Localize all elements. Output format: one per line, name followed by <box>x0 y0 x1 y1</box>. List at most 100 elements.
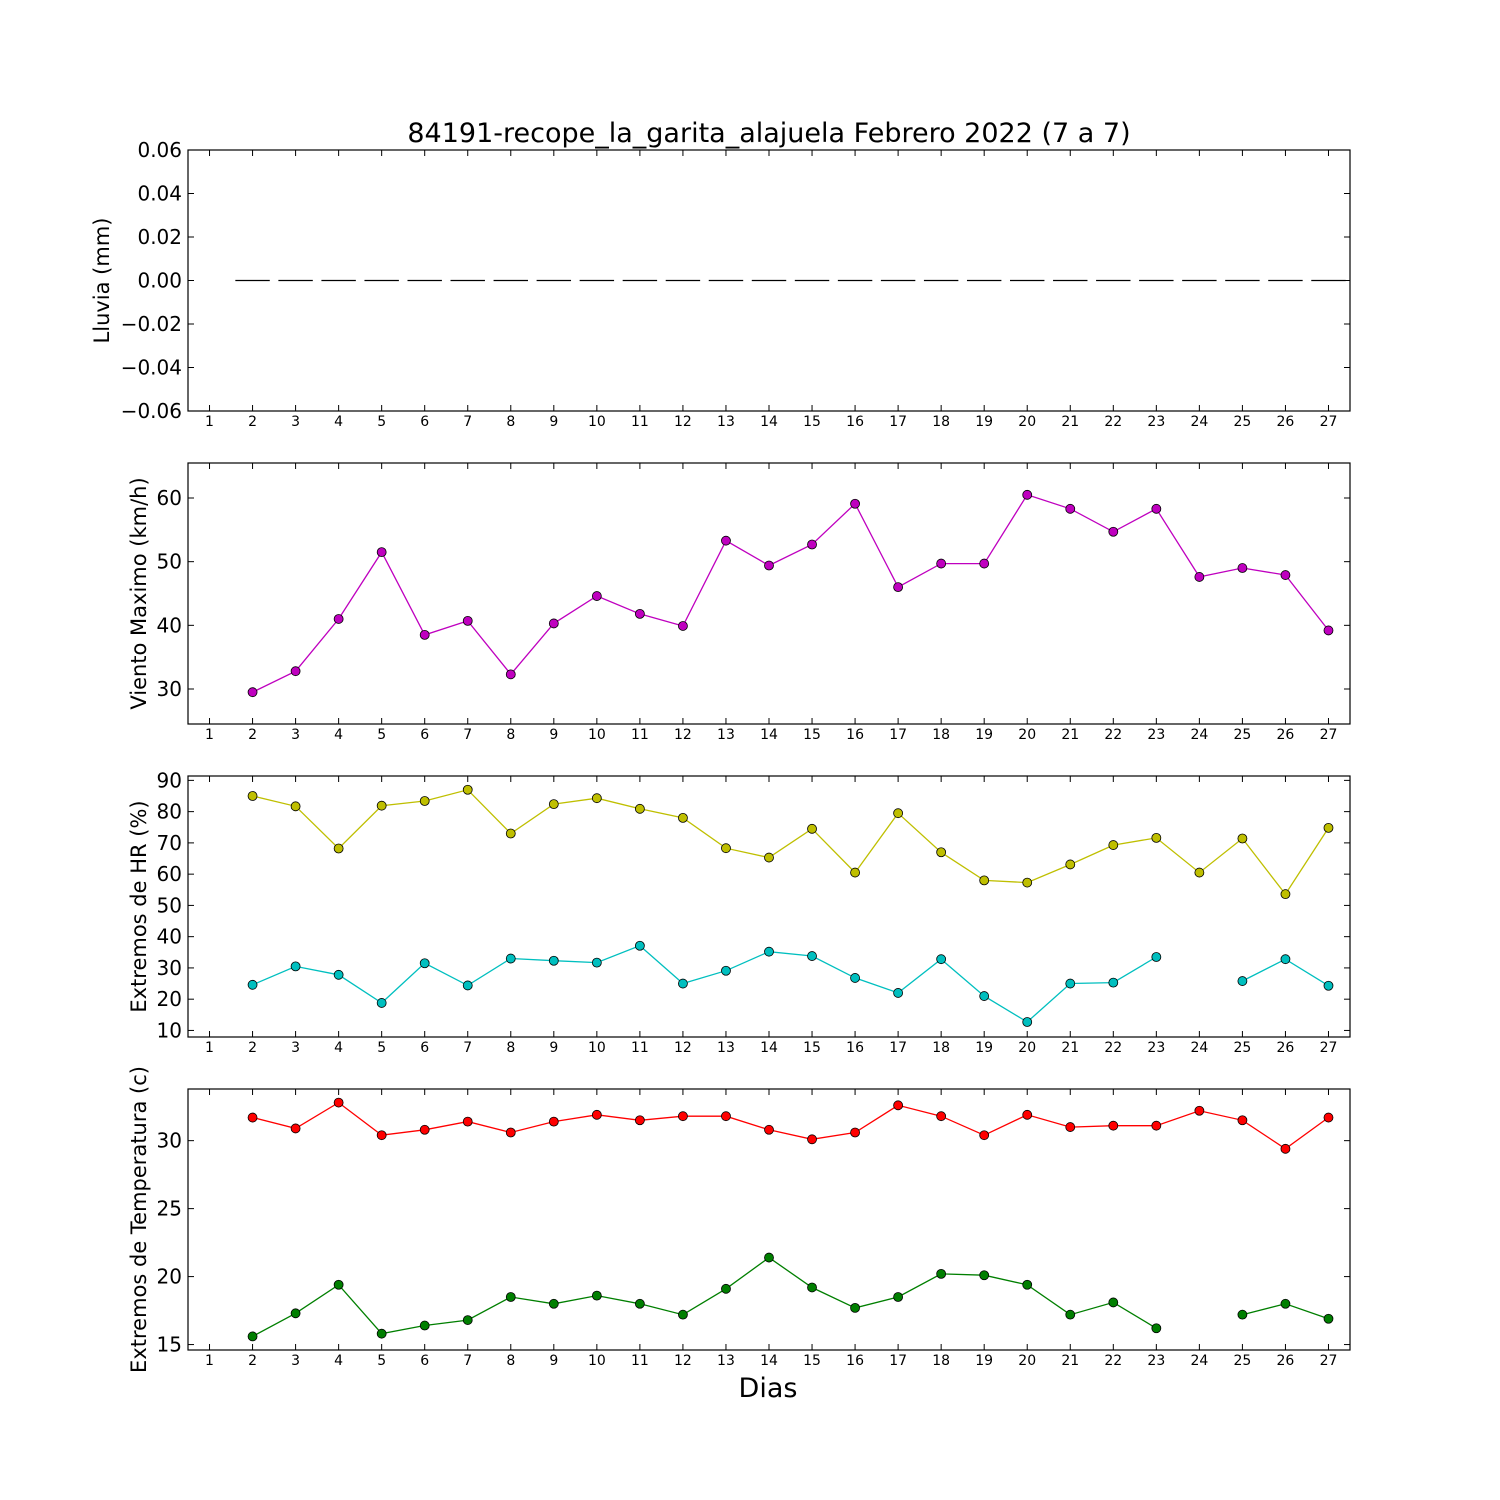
point-2 <box>247 1331 258 1342</box>
point-15 <box>807 951 817 961</box>
x-tick-label: 13 <box>717 1353 735 1369</box>
point-18 <box>936 1111 947 1122</box>
point-15 <box>807 823 817 834</box>
point-13 <box>721 535 731 546</box>
x-tick-label: 26 <box>1277 1353 1295 1369</box>
point-9 <box>548 799 559 810</box>
x-tick-label: 16 <box>846 1040 864 1056</box>
point-7 <box>462 1315 473 1325</box>
y-tick-label: 0.04 <box>137 182 182 206</box>
x-tick-label: 10 <box>588 1353 606 1369</box>
y-tick-label: 50 <box>157 893 182 917</box>
point-26 <box>1280 1298 1291 1309</box>
point-20 <box>1022 1109 1033 1120</box>
y-tick-label: 0.02 <box>137 225 182 249</box>
x-tick-label: 17 <box>889 414 907 430</box>
x-tick-label: 27 <box>1320 1353 1338 1369</box>
y-tick-label: 90 <box>157 768 182 792</box>
x-tick-label: 27 <box>1320 1040 1338 1056</box>
x-tick-label: 4 <box>334 414 343 430</box>
x-tick-label: 4 <box>334 1353 343 1369</box>
point-13 <box>721 965 731 976</box>
x-tick-label: 14 <box>760 414 778 430</box>
point-27 <box>1323 1112 1334 1123</box>
x-tick-label: 27 <box>1320 414 1338 430</box>
x-tick-label: 1 <box>205 1353 214 1369</box>
point-7 <box>462 1116 473 1127</box>
point-21 <box>1065 1309 1076 1320</box>
point-16 <box>850 1302 860 1313</box>
x-tick-label: 26 <box>1277 414 1295 430</box>
point-16 <box>850 973 860 983</box>
x-tick-label: 23 <box>1147 727 1165 743</box>
y-tick-label: −0.02 <box>121 312 182 336</box>
point-11 <box>634 803 645 814</box>
y-tick-label: 0.06 <box>137 138 182 162</box>
series-line <box>252 789 1330 896</box>
point-15 <box>807 539 817 550</box>
point-19 <box>979 558 990 569</box>
y-tick-label: 30 <box>157 677 182 701</box>
point-26 <box>1280 1143 1291 1154</box>
x-tick-label: 2 <box>248 1353 257 1369</box>
point-6 <box>419 629 430 640</box>
panel-lluvia: 0.060.040.020.00−0.02−0.04−0.06 1 2 3 4 5 6 7 8 9… <box>90 138 1351 430</box>
x-tick-label: 9 <box>549 727 558 743</box>
point-4 <box>333 1097 344 1108</box>
x-tick-label: 22 <box>1104 727 1122 743</box>
point-26 <box>1280 954 1291 965</box>
point-16 <box>850 1127 860 1138</box>
point-27 <box>1323 980 1334 991</box>
series-humedad-0 <box>247 784 1334 900</box>
x-tick-label: 4 <box>334 1040 343 1056</box>
point-10 <box>591 957 602 968</box>
x-tick-label: 24 <box>1190 414 1208 430</box>
y-tick-label: 70 <box>157 831 182 855</box>
point-5 <box>376 1328 387 1339</box>
x-tick-label: 5 <box>377 1353 386 1369</box>
point-16 <box>850 867 860 878</box>
point-10 <box>591 1109 602 1120</box>
point-27 <box>1323 822 1334 833</box>
x-tick-label: 21 <box>1061 1040 1079 1056</box>
series-temperatura-0 <box>247 1097 1334 1154</box>
x-tick-label: 20 <box>1018 727 1036 743</box>
x-tick-label: 21 <box>1061 414 1079 430</box>
point-9 <box>548 955 559 966</box>
x-tick-label: 1 <box>205 414 214 430</box>
point-26 <box>1280 889 1291 900</box>
x-tick-label: 15 <box>803 1353 821 1369</box>
series-temperatura-1 <box>247 1252 1334 1342</box>
point-27 <box>1323 1313 1334 1324</box>
x-tick-label: 1 <box>205 1040 214 1056</box>
point-14 <box>764 1124 774 1135</box>
point-25 <box>1237 563 1248 573</box>
point-20 <box>1022 489 1033 500</box>
point-22 <box>1108 526 1119 537</box>
point-14 <box>764 852 774 863</box>
point-6 <box>419 958 430 969</box>
point-12 <box>678 1111 688 1122</box>
x-tick-label: 10 <box>588 727 606 743</box>
point-12 <box>678 812 688 823</box>
point-25 <box>1237 1309 1248 1320</box>
x-tick-label: 7 <box>463 727 472 743</box>
x-tick-label: 2 <box>248 414 257 430</box>
point-3 <box>290 666 301 677</box>
x-tick-label: 19 <box>975 414 993 430</box>
x-tick-label: 1 <box>205 727 214 743</box>
x-tick-label: 17 <box>889 727 907 743</box>
point-12 <box>678 621 688 631</box>
x-tick-label: 10 <box>588 1040 606 1056</box>
point-17 <box>893 1100 904 1111</box>
series-line <box>252 1256 1157 1337</box>
point-13 <box>721 843 731 854</box>
plot-frame <box>187 462 1351 725</box>
x-tick-label: 25 <box>1233 727 1251 743</box>
x-tick-label: 3 <box>291 1040 300 1056</box>
point-10 <box>591 1290 602 1301</box>
point-9 <box>548 1298 559 1309</box>
point-21 <box>1065 859 1076 870</box>
x-tick-label: 25 <box>1233 1040 1251 1056</box>
